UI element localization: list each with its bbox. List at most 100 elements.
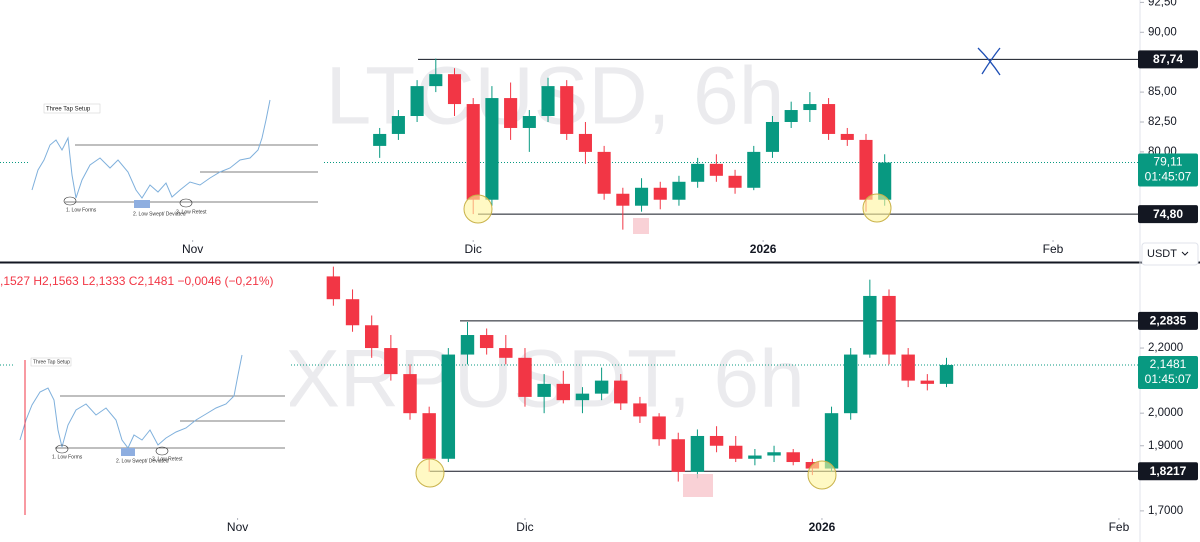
candle-body [822,104,836,134]
y-tick-label: 2,2000 [1148,342,1183,354]
candle-body [594,380,609,394]
candle-body [939,364,954,384]
candle-body [578,133,592,152]
y-tick-label: 82,50 [1148,116,1177,128]
level-label: 2,2835 [1150,314,1187,328]
inset-circle [63,196,77,206]
candle-body [391,116,405,134]
inset-highlight [121,448,135,456]
x-tick-label: 2026 [809,520,836,534]
candle-body [634,187,649,206]
candle-body [410,86,424,117]
candle-body [560,86,574,134]
candle-body [466,104,480,200]
y-tick-label: 85,00 [1148,86,1177,98]
candle-body [709,163,723,176]
inset-bg [15,355,290,465]
highlight-box [633,218,649,234]
candle-body [614,380,628,404]
x-tick-label: Feb [1109,520,1130,534]
candle-body [653,187,667,200]
candle-body [920,380,935,384]
setup-step: 2. Low Swept/ Deviated [133,211,186,217]
x-tick-label: Dic [516,520,533,534]
y-tick-label: 1,9000 [1148,440,1183,452]
candle-body [384,348,398,375]
candle-body [840,133,854,140]
candle-body [747,151,761,188]
x-tick-label: 2026 [750,242,777,256]
inset-title-box [30,357,72,367]
candle-body [537,383,551,397]
candle-body [616,193,630,206]
candle-body [729,445,743,459]
candle-body [878,162,892,200]
inset-circle [55,444,69,454]
level-label-box [1138,205,1198,224]
setup-title: Three Tap Setup [46,107,91,113]
candle-body [728,175,742,188]
setup-step: 1. Low Forms [66,207,97,213]
candle-body [447,74,462,105]
target-cross [977,47,1001,76]
candle-body [575,393,590,401]
candle-body [882,295,896,355]
candle-body [345,299,360,326]
last-price-label: 2,1481 [1150,357,1187,371]
x-tick-label: Dic [465,242,482,256]
annotations [415,47,1001,497]
countdown: 01:45:07 [1145,372,1192,386]
y-tick-label: 90,00 [1148,26,1177,38]
candle-body [479,335,494,349]
candle-body [326,276,341,300]
candle-body [901,354,915,381]
inset-circle [155,446,169,456]
candle-body [485,98,499,200]
candle-body [422,413,436,459]
y-tick-label: 1,7000 [1148,505,1183,517]
candle-body [765,121,780,152]
y-tick-label: 92,50 [1148,0,1177,8]
last-price-box [1138,355,1198,389]
level-label-box [1138,311,1198,330]
inset-price [31,99,271,199]
candle-body [541,86,555,117]
inset-title-box [43,103,101,114]
currency-box[interactable] [1141,242,1199,266]
candle-body [522,116,536,128]
setup-step: 3. Low Retest [176,209,207,215]
y-tick-label: 2,0000 [1148,407,1183,419]
candle-body [786,452,800,463]
candle-body [499,348,513,358]
candle-body [672,181,686,200]
inset-bg [28,100,323,220]
countdown: 01:45:07 [1145,170,1192,184]
setup-title: Three Tap Setup [33,359,70,365]
ohlc-header: ,1527 H2,1563 L2,1333 C2,1481 −0,0046 (−… [0,274,274,288]
level-label: 1,8217 [1150,464,1187,478]
tap-circle [807,460,837,490]
candle-body [556,383,570,401]
currency-select[interactable]: USDT [1141,242,1199,266]
currency-label: USDT [1147,248,1177,260]
candle-body [460,335,475,355]
candle-body [671,439,685,472]
chevron [1181,251,1189,256]
candle-body [403,374,417,414]
candle-body [843,354,858,414]
inset-price [19,354,243,449]
highlight-box [683,474,713,497]
level-label: 87,74 [1153,52,1183,66]
candle-body [863,295,877,355]
inset-highlight [134,200,150,208]
candle-body [652,416,666,440]
candle-body [373,133,387,146]
last-price-box [1138,153,1198,187]
x-tick-label: Feb [1043,242,1064,256]
inset-circle [179,198,193,208]
candle-layer [326,58,954,482]
tap-circle [415,458,445,488]
candle-body [690,435,705,472]
